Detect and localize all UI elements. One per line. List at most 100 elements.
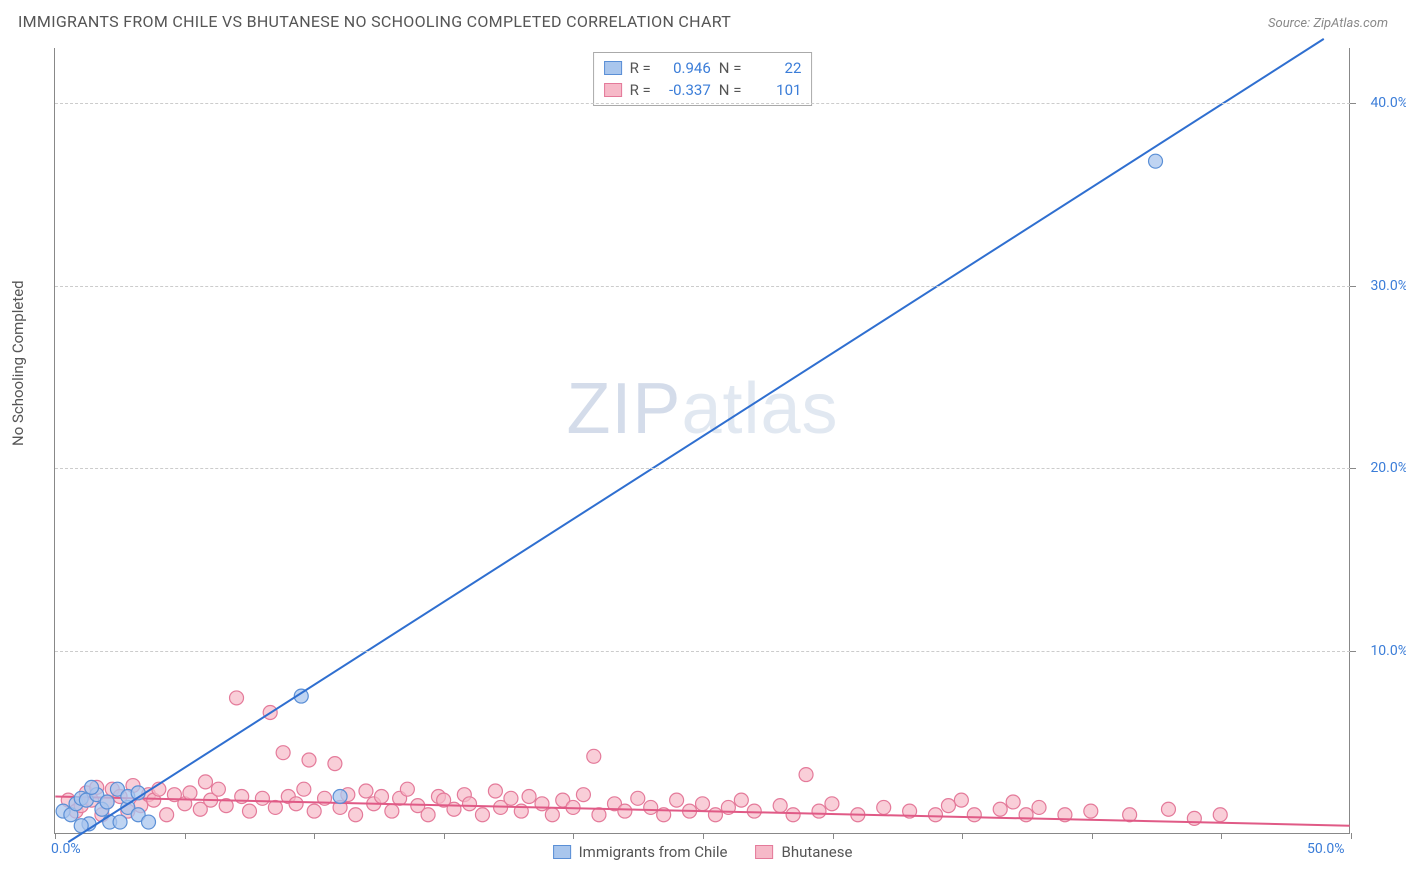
data-point (142, 815, 156, 829)
data-point (747, 804, 761, 818)
y-tick-mark (1350, 286, 1356, 287)
bottom-legend: Immigrants from Chile Bhutanese (553, 843, 853, 861)
grid-line (55, 651, 1350, 652)
data-point (522, 789, 536, 803)
y-tick-mark (1350, 468, 1356, 469)
swatch-series-1 (604, 61, 622, 75)
x-tick-label: 0.0% (51, 841, 81, 857)
x-tick-mark (444, 833, 445, 839)
y-axis-label: No Schooling Completed (9, 280, 27, 446)
legend-stats-box: R = 0.946 N = 22 R = -0.337 N = 101 (593, 52, 813, 106)
data-point (1213, 808, 1227, 822)
data-point (967, 808, 981, 822)
data-point (230, 691, 244, 705)
data-point (183, 786, 197, 800)
data-point (708, 808, 722, 822)
data-point (289, 797, 303, 811)
data-point (359, 784, 373, 798)
y-tick-mark (1350, 103, 1356, 104)
source-attribution: Source: ZipAtlas.com (1268, 16, 1388, 31)
x-tick-mark (1092, 833, 1093, 839)
bottom-swatch-2 (756, 845, 774, 859)
data-point (535, 797, 549, 811)
stat-r-label-1: R = (630, 57, 651, 79)
data-point (928, 808, 942, 822)
stat-r-value-1: 0.946 (659, 57, 711, 79)
bottom-swatch-1 (553, 845, 571, 859)
data-point (786, 808, 800, 822)
data-point (576, 788, 590, 802)
data-point (475, 808, 489, 822)
data-point (1149, 154, 1163, 168)
data-point (631, 791, 645, 805)
data-point (773, 799, 787, 813)
swatch-series-2 (604, 83, 622, 97)
data-point (297, 782, 311, 796)
grid-line (55, 286, 1350, 287)
data-point (1084, 804, 1098, 818)
data-point (1006, 795, 1020, 809)
x-tick-mark (314, 833, 315, 839)
data-point (1161, 802, 1175, 816)
data-point (812, 804, 826, 818)
data-point (1019, 808, 1033, 822)
data-point (670, 793, 684, 807)
data-point (307, 804, 321, 818)
data-point (400, 782, 414, 796)
data-point (211, 782, 225, 796)
stat-n-label-2: N = (719, 79, 742, 101)
legend-stats-row-1: R = 0.946 N = 22 (604, 57, 802, 79)
plot-area: ZIPatlas R = 0.946 N = 22 R = -0.337 N =… (54, 48, 1350, 834)
chart-title: IMMIGRANTS FROM CHILE VS BHUTANESE NO SC… (18, 12, 731, 31)
x-tick-mark (185, 833, 186, 839)
x-tick-mark (703, 833, 704, 839)
data-point (333, 789, 347, 803)
source-name: ZipAtlas.com (1313, 16, 1388, 31)
data-point (463, 797, 477, 811)
data-point (421, 808, 435, 822)
data-point (993, 802, 1007, 816)
data-point (941, 799, 955, 813)
data-point (328, 757, 342, 771)
bottom-legend-item-2: Bhutanese (756, 843, 853, 861)
legend-stats-row-2: R = -0.337 N = 101 (604, 79, 802, 101)
data-point (375, 789, 389, 803)
data-point (160, 808, 174, 822)
chart-header: IMMIGRANTS FROM CHILE VS BHUTANESE NO SC… (18, 12, 1388, 31)
x-tick-mark (833, 833, 834, 839)
y-tick-label: 10.0% (1370, 643, 1406, 659)
trend-line (68, 39, 1324, 842)
stat-r-label-2: R = (630, 79, 651, 101)
grid-line (55, 103, 1350, 104)
y-tick-label: 40.0% (1370, 95, 1406, 111)
data-point (644, 800, 658, 814)
data-point (1032, 800, 1046, 814)
data-point (255, 791, 269, 805)
data-point (349, 808, 363, 822)
source-label: Source: (1268, 16, 1313, 31)
data-point (696, 797, 710, 811)
data-point (954, 793, 968, 807)
x-tick-label: 50.0% (1307, 841, 1345, 857)
data-point (302, 753, 316, 767)
y-tick-label: 30.0% (1370, 278, 1406, 294)
stat-n-value-1: 22 (749, 57, 801, 79)
data-point (100, 795, 114, 809)
chart-svg (55, 48, 1350, 833)
data-point (198, 775, 212, 789)
data-point (447, 802, 461, 816)
data-point (877, 800, 891, 814)
data-point (734, 793, 748, 807)
bottom-legend-label-2: Bhutanese (782, 843, 853, 861)
data-point (488, 784, 502, 798)
stat-n-value-2: 101 (749, 79, 801, 101)
x-tick-mark (573, 833, 574, 839)
data-point (545, 808, 559, 822)
data-point (276, 746, 290, 760)
data-point (242, 804, 256, 818)
data-point (85, 780, 99, 794)
data-point (799, 768, 813, 782)
y-tick-label: 20.0% (1370, 460, 1406, 476)
data-point (825, 797, 839, 811)
x-tick-mark (1351, 833, 1352, 839)
